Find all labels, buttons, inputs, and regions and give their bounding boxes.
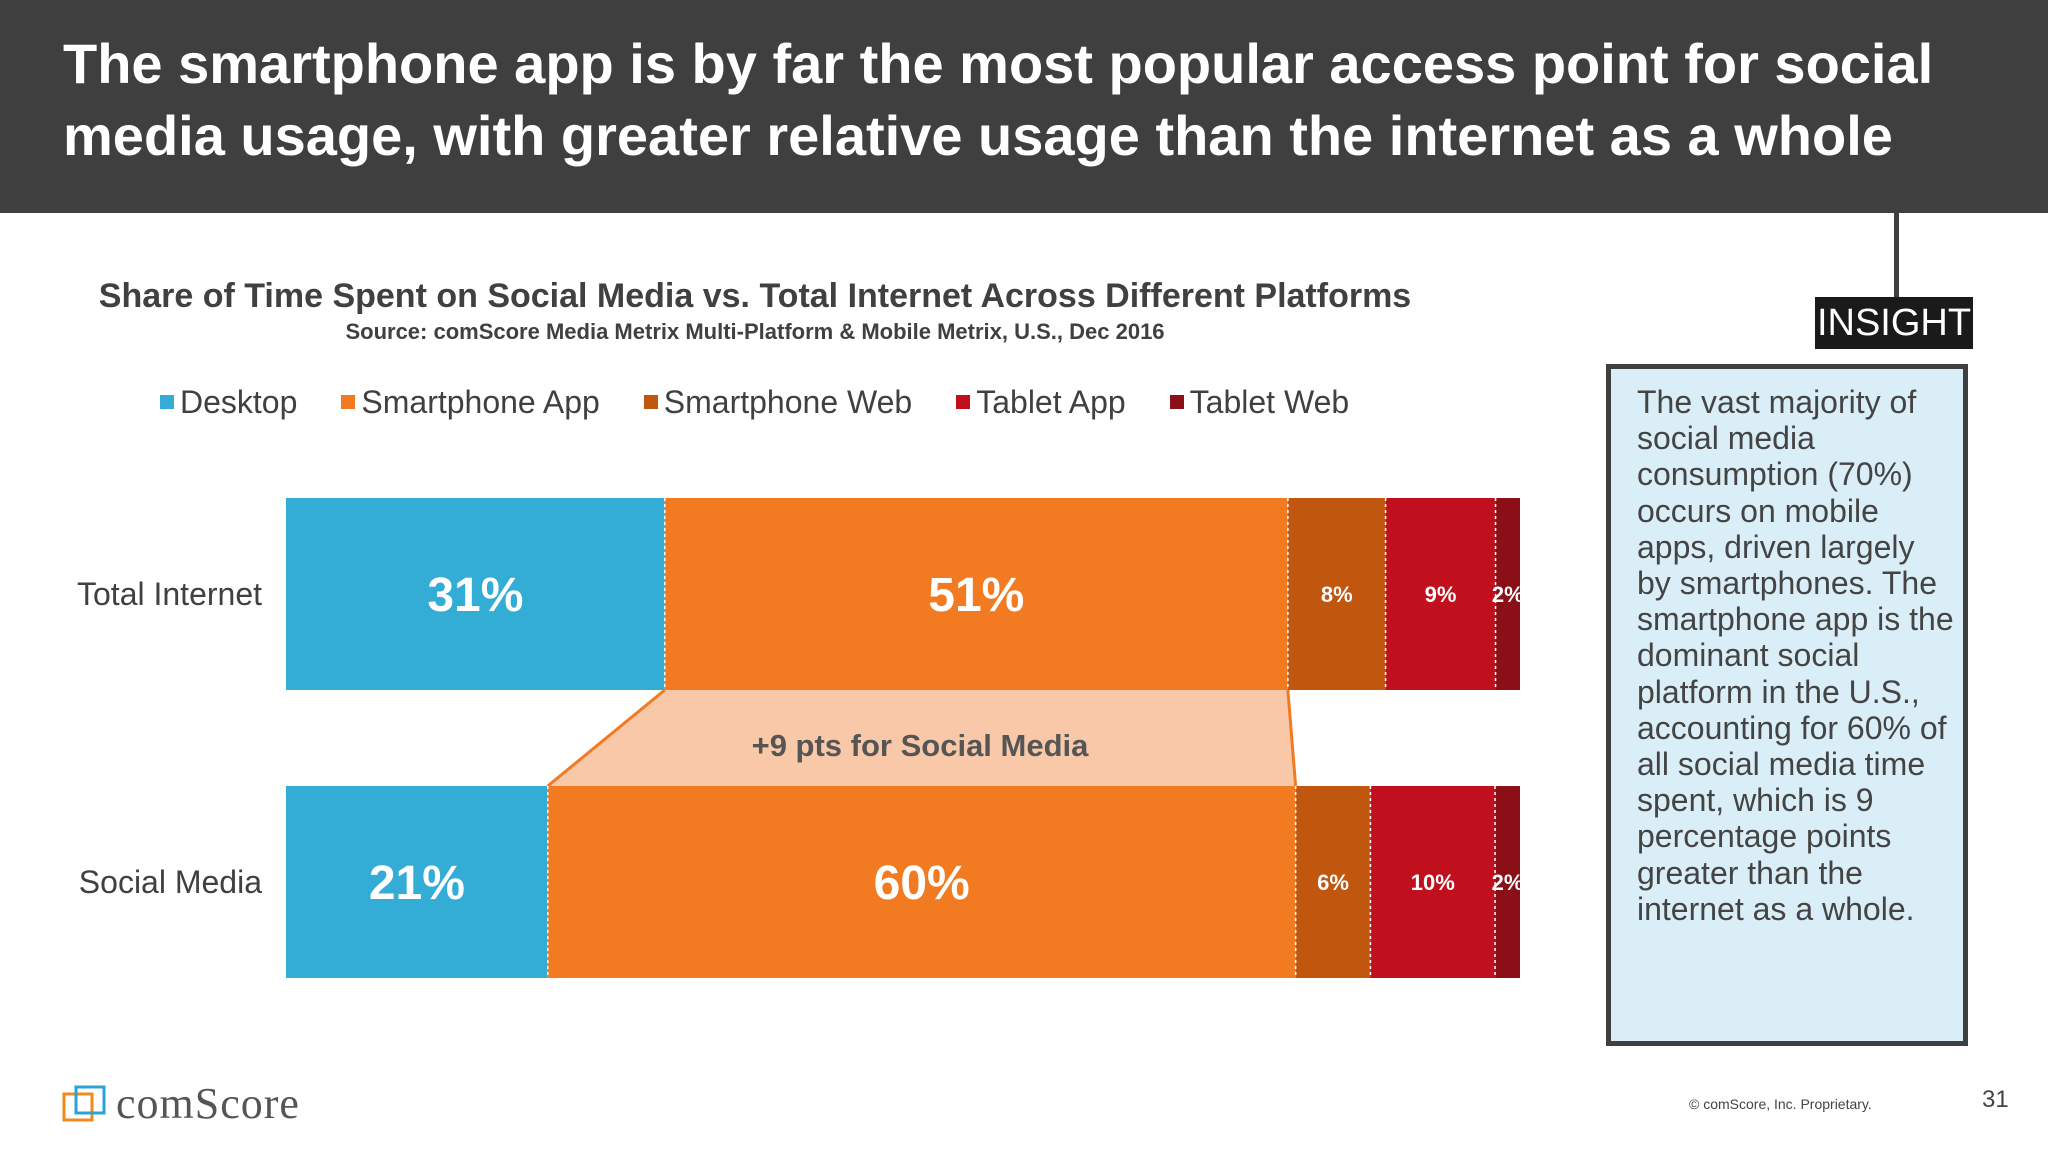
copyright-text: © comScore, Inc. Proprietary. <box>1689 1096 1872 1112</box>
page-number: 31 <box>1982 1086 2009 1113</box>
legend-label-tablet-app: Tablet App <box>976 383 1126 420</box>
bar-total-internet-tablet-web <box>1495 498 1520 690</box>
chart-source: Source: comScore Media Metrix Multi-Plat… <box>345 319 1165 344</box>
bar-social-media-tablet-app <box>1370 786 1496 978</box>
data-label-total-internet-smartphone-app: 51% <box>928 569 1024 622</box>
legend-item-tablet-app: Tablet App <box>956 383 1126 421</box>
data-label-total-internet-smartphone-web: 8% <box>1321 582 1353 607</box>
logo-text: comScore <box>116 1079 300 1128</box>
bar-social-media-smartphone-app <box>547 786 1296 978</box>
data-label-social-media-desktop: 21% <box>369 857 465 910</box>
bar-total-internet-smartphone-web <box>1287 498 1386 690</box>
insight-tab: INSIGHT <box>1815 297 1973 349</box>
legend-item-smartphone-app: Smartphone App <box>341 383 600 421</box>
data-label-social-media-smartphone-app: 60% <box>874 857 970 910</box>
legend-label-desktop: Desktop <box>180 383 298 420</box>
legend-label-tablet-web: Tablet Web <box>1189 383 1350 420</box>
category-label-social-media: Social Media <box>78 864 262 900</box>
chart-title: Share of Time Spent on Social Media vs. … <box>98 277 1412 315</box>
insight-box <box>1606 364 1968 1046</box>
data-label-social-media-smartphone-web: 6% <box>1317 870 1349 895</box>
bar-social-media-smartphone-web <box>1295 786 1371 978</box>
legend-swatch-smartphone-web <box>643 395 658 409</box>
legend-item-tablet-web: Tablet Web <box>1169 383 1350 421</box>
comscore-logo: comScore <box>62 1078 300 1129</box>
slide-title: The smartphone app is by far the most po… <box>63 32 1934 167</box>
insight-connector-line <box>1894 213 1899 299</box>
legend-swatch-tablet-web <box>1169 395 1184 409</box>
data-label-total-internet-tablet-app: 9% <box>1425 582 1457 607</box>
callout-label: +9 pts for Social Media <box>751 728 1089 763</box>
header-bar: The smartphone app is by far the most po… <box>0 0 2048 213</box>
legend-item-smartphone-web: Smartphone Web <box>643 383 913 421</box>
data-label-social-media-tablet-web: 2% <box>1492 870 1524 895</box>
legend-swatch-tablet-app <box>956 395 971 409</box>
bar-total-internet-smartphone-app <box>664 498 1288 690</box>
data-label-social-media-tablet-app: 10% <box>1411 870 1455 895</box>
legend-label-smartphone-web: Smartphone Web <box>663 383 913 420</box>
bar-social-media-tablet-web <box>1495 786 1520 978</box>
legend-label-smartphone-app: Smartphone App <box>361 383 600 420</box>
legend-item-desktop: Desktop <box>160 384 297 421</box>
comscore-logo-icon <box>62 1085 106 1121</box>
callout-edge-left <box>546 688 666 788</box>
callout-shape <box>547 690 1296 786</box>
data-label-total-internet-tablet-web: 2% <box>1492 582 1524 607</box>
callout-edge-right <box>1286 689 1298 787</box>
chart-legend: Desktop Smartphone App Smartphone Web Ta… <box>160 380 1393 424</box>
legend-swatch-smartphone-app <box>341 395 356 409</box>
bar-social-media-desktop <box>286 786 548 978</box>
insight-text: The vast majority of social media consum… <box>1637 384 1954 927</box>
bar-total-internet-desktop <box>286 498 665 690</box>
category-label-total-internet: Total Internet <box>77 576 262 612</box>
data-label-total-internet-desktop: 31% <box>427 569 523 622</box>
legend-swatch-desktop <box>160 395 174 409</box>
bar-total-internet-tablet-app <box>1385 498 1496 690</box>
